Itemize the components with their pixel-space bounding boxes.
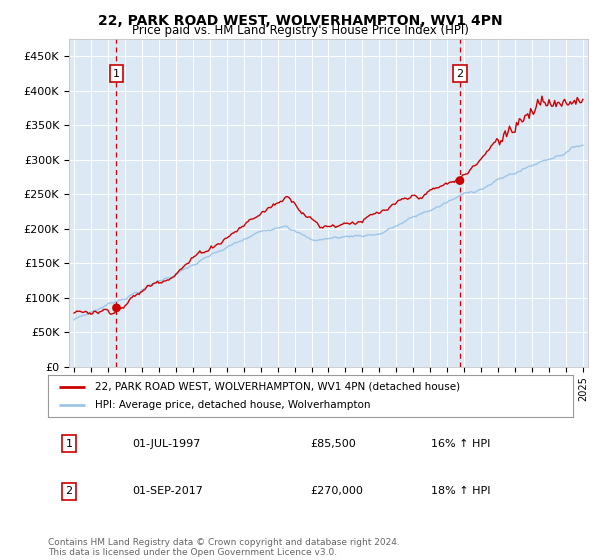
Text: £85,500: £85,500 xyxy=(311,439,356,449)
Text: 1: 1 xyxy=(113,69,120,79)
Text: 16% ↑ HPI: 16% ↑ HPI xyxy=(431,439,491,449)
Text: £270,000: £270,000 xyxy=(311,487,364,496)
Text: Contains HM Land Registry data © Crown copyright and database right 2024.
This d: Contains HM Land Registry data © Crown c… xyxy=(48,538,400,557)
Text: 01-SEP-2017: 01-SEP-2017 xyxy=(132,487,203,496)
Text: 2: 2 xyxy=(65,487,73,496)
Text: 18% ↑ HPI: 18% ↑ HPI xyxy=(431,487,491,496)
Point xyxy=(112,304,121,312)
Text: HPI: Average price, detached house, Wolverhampton: HPI: Average price, detached house, Wolv… xyxy=(95,400,371,410)
Text: Price paid vs. HM Land Registry's House Price Index (HPI): Price paid vs. HM Land Registry's House … xyxy=(131,24,469,37)
Text: 2: 2 xyxy=(457,69,464,79)
Text: 22, PARK ROAD WEST, WOLVERHAMPTON, WV1 4PN (detached house): 22, PARK ROAD WEST, WOLVERHAMPTON, WV1 4… xyxy=(95,382,460,392)
Text: 01-JUL-1997: 01-JUL-1997 xyxy=(132,439,200,449)
Text: 22, PARK ROAD WEST, WOLVERHAMPTON, WV1 4PN: 22, PARK ROAD WEST, WOLVERHAMPTON, WV1 4… xyxy=(98,14,502,28)
Point xyxy=(455,176,465,185)
Text: 1: 1 xyxy=(65,439,73,449)
